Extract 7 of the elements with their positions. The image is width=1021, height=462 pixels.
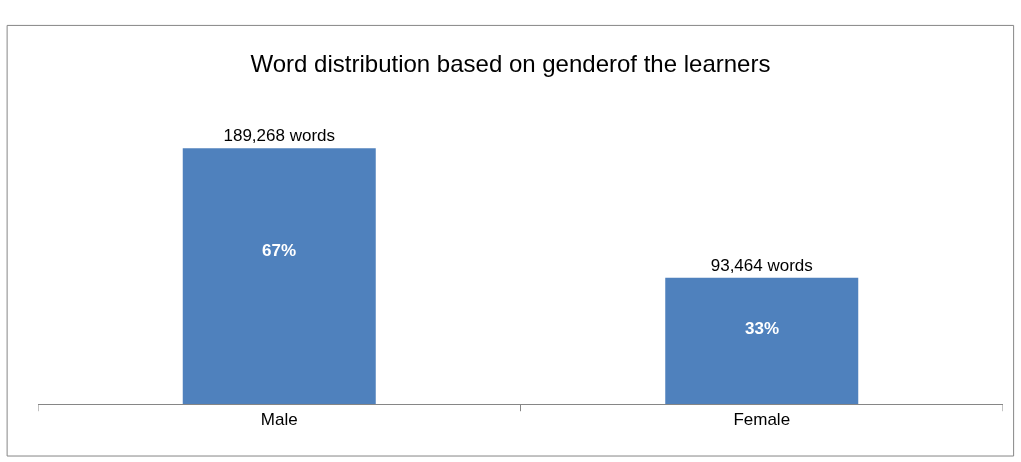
chart-title: Word distribution based on genderof the learners xyxy=(250,50,771,78)
annotation: 33% xyxy=(745,319,780,338)
annotation: 67% xyxy=(262,241,297,260)
data-label: 93,464 words xyxy=(710,255,813,275)
x-tick-label: Male xyxy=(260,410,298,430)
x-tick-label: Female xyxy=(733,410,791,430)
data-label: 189,268 words xyxy=(223,126,336,146)
